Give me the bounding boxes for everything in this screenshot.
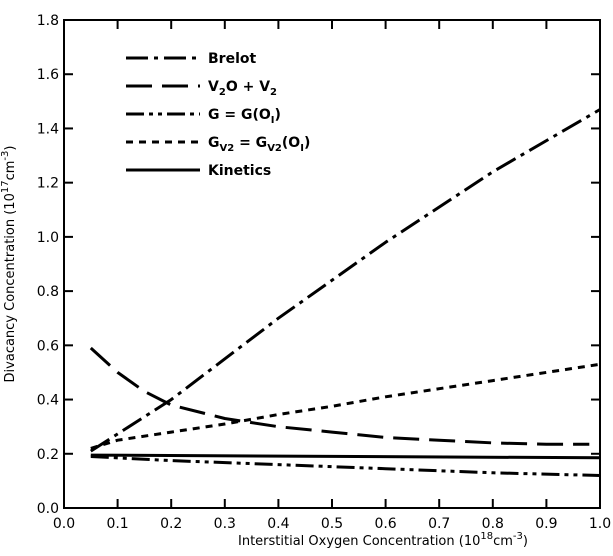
- y-tick-label: 0.8: [37, 284, 59, 300]
- y-tick-label: 1.4: [37, 121, 59, 137]
- y-axis-title: Divacancy Concentration (1017cm-3): [0, 146, 18, 383]
- y-axis-title-units: cm: [3, 161, 18, 181]
- x-tick-label: 0.0: [53, 516, 75, 532]
- y-tick-label: 1.0: [37, 230, 59, 246]
- x-axis-title-text: Interstitial Oxygen Concentration (10: [238, 534, 480, 549]
- x-tick-label: 0.8: [482, 516, 504, 532]
- series-line-gv2-gv2-oi: [90, 362, 601, 450]
- series-line-brelot: [89, 108, 601, 453]
- ticks-layer: 0.0 0.1 0.2 0.3 0.4 0.5 0.6 0.7 0.8 0.9 1.0 0.0 0.2 0…: [37, 13, 611, 532]
- y-tick-label: 1.6: [37, 67, 59, 83]
- series-line-g-g-oi: [90, 455, 601, 477]
- x-axis-title-units-exponent: -3: [513, 531, 523, 542]
- series-layer: [89, 108, 601, 477]
- x-tick-label: 0.4: [267, 516, 289, 532]
- x-tick-label: 0.3: [214, 516, 236, 532]
- x-axis-title-close: ): [523, 534, 528, 549]
- series-line-v2o-v2: [89, 346, 590, 446]
- y-tick-label: 0.6: [37, 338, 59, 354]
- y-axis-title-text: Divacancy Concentration (10: [3, 193, 18, 382]
- x-tick-label: 0.7: [428, 516, 450, 532]
- x-axis-title-exponent: 18: [480, 531, 493, 542]
- legend: Brelot V2O + V2 G = G(OI) GV2 = GV2(OI) Kine…: [126, 51, 310, 179]
- y-tick-label: 0.0: [37, 501, 59, 517]
- legend-label-kinetics: Kinetics: [208, 163, 271, 179]
- x-tick-label: 0.6: [374, 516, 396, 532]
- y-tick-label: 1.8: [37, 13, 59, 29]
- x-tick-label: 0.9: [535, 516, 557, 532]
- x-tick-label: 0.5: [321, 516, 343, 532]
- x-tick-label: 1.0: [589, 516, 611, 532]
- y-axis-title-close: ): [3, 146, 18, 151]
- x-axis-title: Interstitial Oxygen Concentration (1018c…: [238, 531, 528, 549]
- legend-label-brelot: Brelot: [208, 51, 256, 67]
- legend-label-v2o-v2: V2O + V2: [208, 79, 277, 98]
- y-axis-title-units-exponent: -3: [0, 151, 11, 161]
- x-tick-label: 0.2: [160, 516, 182, 532]
- x-axis-title-units: cm: [493, 534, 513, 549]
- y-axis-title-exponent: 17: [0, 180, 11, 193]
- x-tick-label: 0.1: [106, 516, 128, 532]
- legend-label-gv2-gv2-oi: GV2 = GV2(OI): [208, 135, 310, 154]
- y-tick-label: 0.2: [37, 447, 59, 463]
- legend-label-g-g-oi: G = G(OI): [208, 107, 281, 126]
- series-line-kinetics: [90, 453, 601, 460]
- y-tick-label: 0.4: [37, 393, 59, 409]
- y-tick-label: 1.2: [37, 176, 59, 192]
